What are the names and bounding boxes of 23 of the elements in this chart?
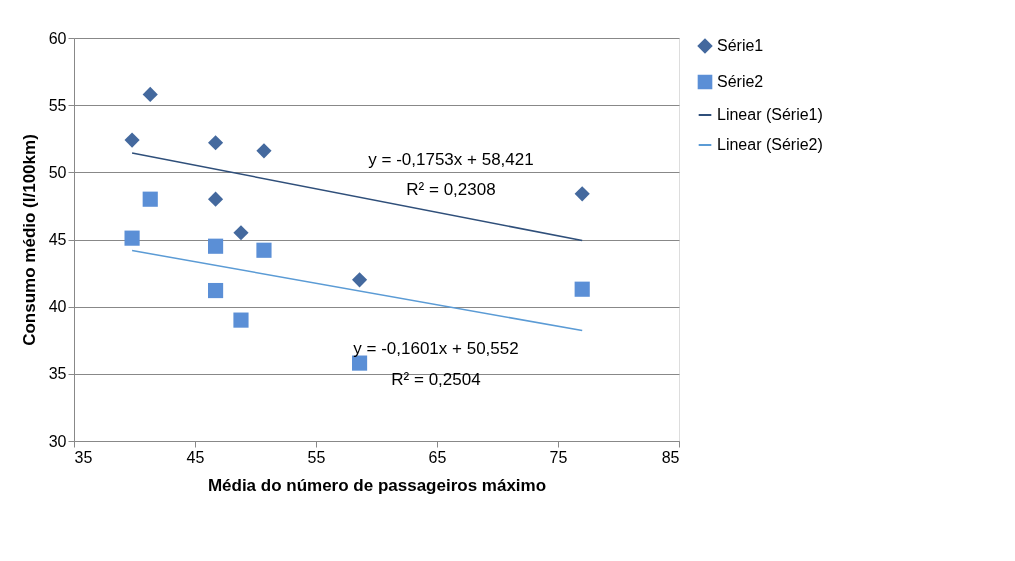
y-tick-label: 30 xyxy=(48,432,67,450)
annotation: y = -0,1601x + 50,552 xyxy=(353,339,519,358)
y-axis-title: Consumo médio (l/100km) xyxy=(19,134,39,346)
x-tick-label: 45 xyxy=(186,448,205,466)
annotation: R² = 0,2504 xyxy=(391,370,481,389)
y-tick-label: 55 xyxy=(48,96,67,114)
x-tick-label: 75 xyxy=(549,448,568,466)
x-tick-label: 65 xyxy=(428,448,447,466)
x-axis-title: Média do número de passageiros máximo xyxy=(207,475,547,495)
legend-label: Linear (Série1) xyxy=(717,106,823,123)
legend-label: Série1 xyxy=(717,37,764,54)
annotation: y = -0,1753x + 58,421 xyxy=(368,150,534,169)
y-tick-label: 35 xyxy=(48,365,67,383)
y-tick-label: 40 xyxy=(48,298,67,316)
y-tick-label: 45 xyxy=(48,231,67,248)
legend-label: Linear (Série2) xyxy=(717,136,823,153)
annotation: R² = 0,2308 xyxy=(406,180,496,199)
x-tick-label: 55 xyxy=(307,448,326,466)
x-tick-label: 85 xyxy=(661,448,680,466)
y-tick-label: 50 xyxy=(48,163,67,181)
x-tick-label: 35 xyxy=(74,448,93,466)
y-tick-label: 60 xyxy=(48,29,67,47)
legend-label: Série2 xyxy=(717,73,764,90)
